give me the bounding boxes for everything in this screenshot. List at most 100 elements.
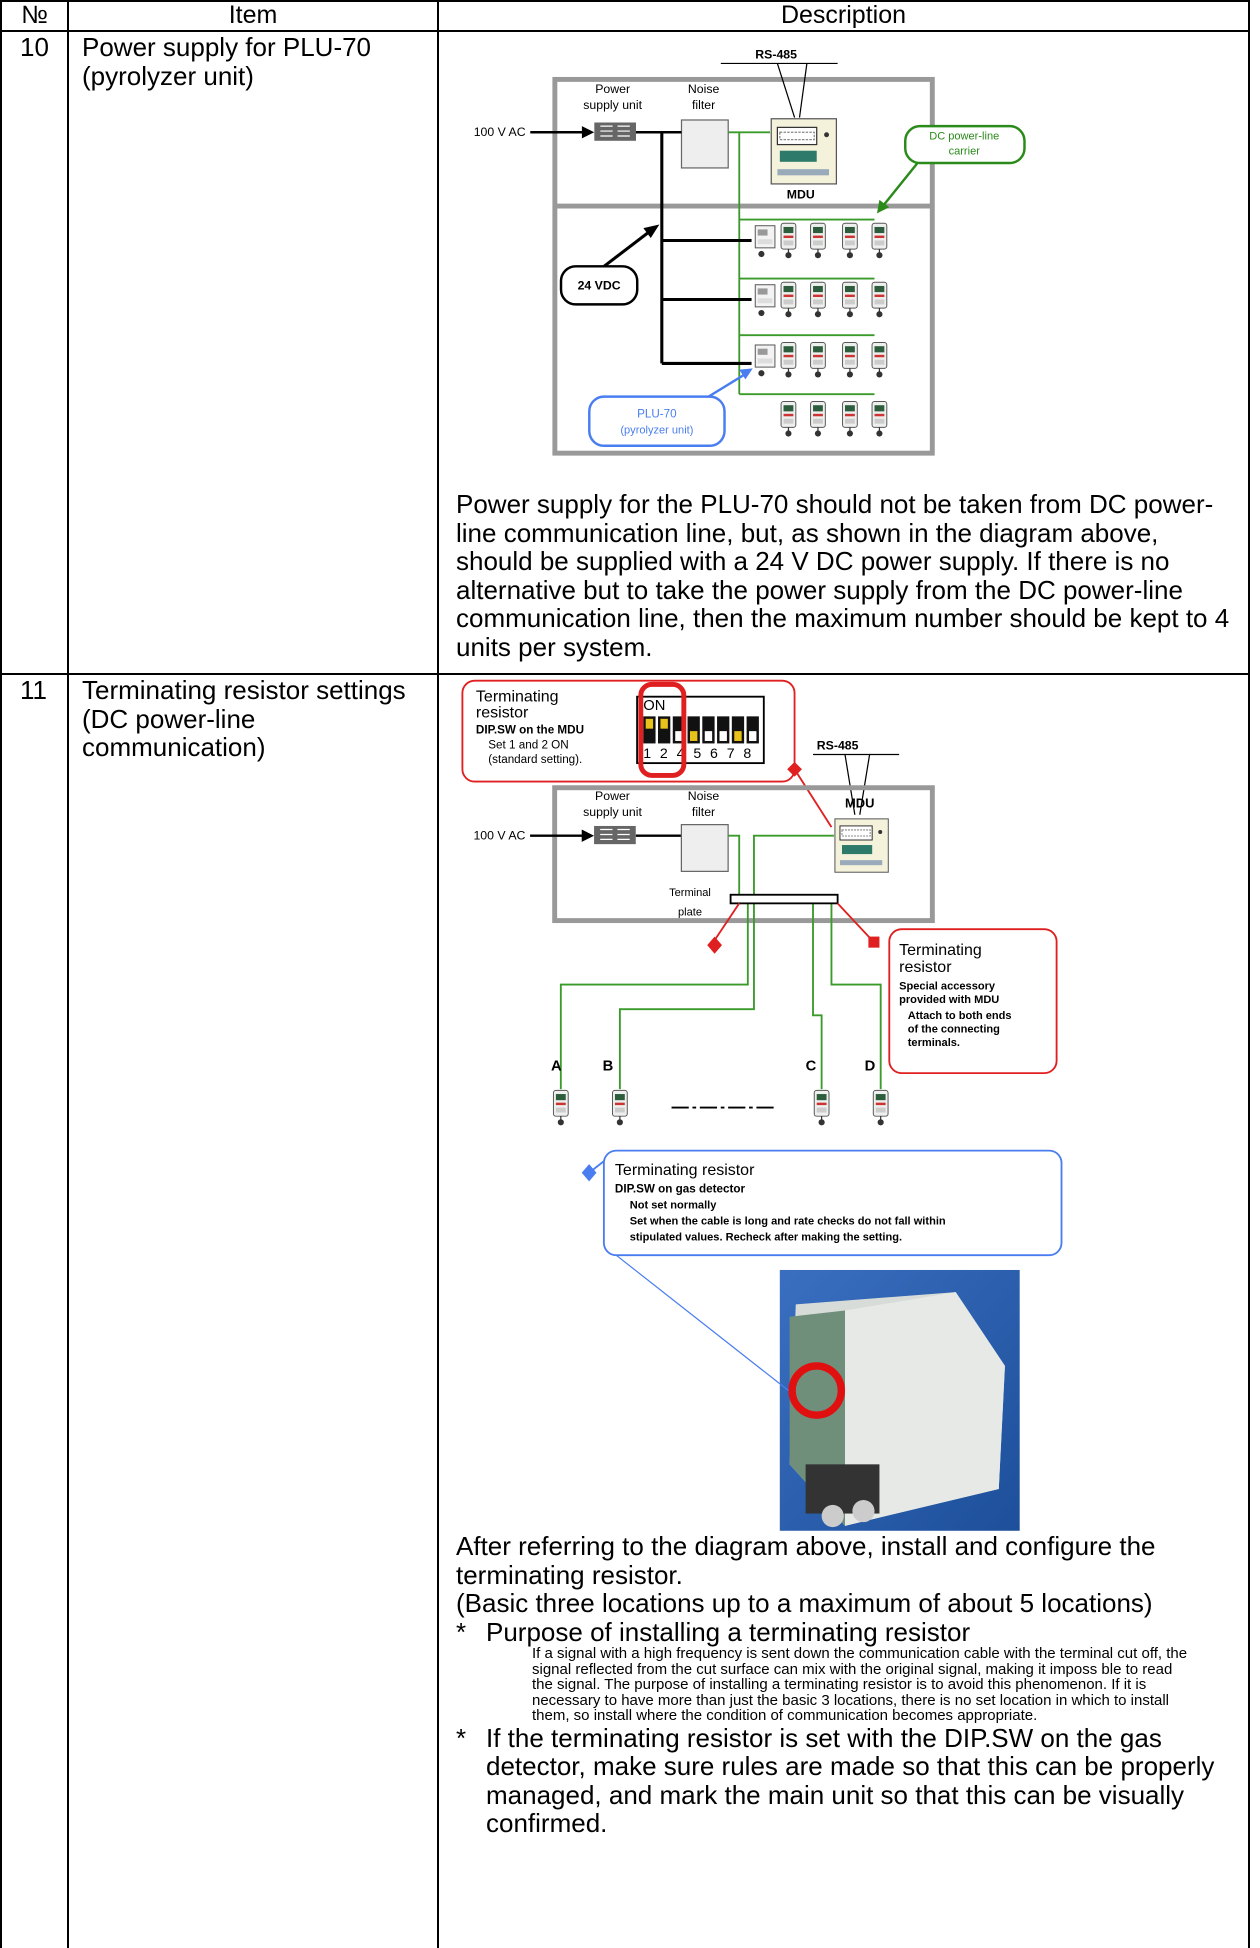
arrowhead	[876, 199, 890, 214]
rs485-cable	[720, 62, 838, 118]
bullet: * Purpose of installing a terminating re…	[456, 1616, 1236, 1724]
label: Noise	[688, 82, 720, 96]
label: C	[806, 1059, 817, 1075]
green-wiring	[728, 131, 875, 396]
mdu-icon	[770, 118, 838, 185]
detector-icon	[841, 281, 858, 318]
item-line: Power supply for PLU-70	[82, 32, 372, 62]
label: MDU	[845, 795, 874, 810]
label: Terminating resistor	[615, 1162, 755, 1179]
detector-icon	[809, 222, 826, 259]
border	[0, 0, 2, 1948]
label: D	[865, 1059, 876, 1075]
label: Power	[595, 82, 630, 96]
detector-icon	[871, 400, 888, 438]
bullet-heading: If the terminating resistor is set with …	[486, 1722, 1215, 1839]
plu-icon	[754, 284, 776, 317]
label: provided with MDU	[899, 994, 999, 1006]
paragraph: After referring to the diagram above, in…	[456, 1531, 1156, 1590]
detector-icon	[872, 1089, 889, 1127]
highlight	[638, 681, 687, 778]
label: DIP.SW on gas detector	[615, 1182, 746, 1195]
item-line: communication)	[82, 732, 266, 762]
detector-icon	[841, 341, 858, 379]
label: 24 VDC	[578, 279, 621, 293]
label: Terminal	[669, 887, 711, 899]
detector-icon	[809, 341, 826, 379]
label: Power	[595, 789, 630, 803]
detector-icon	[871, 222, 888, 259]
bullet-heading: Purpose of installing a terminating resi…	[486, 1616, 971, 1647]
photo	[779, 1269, 1020, 1531]
label: Set when the cable is long and rate chec…	[630, 1215, 946, 1227]
power-diagram: RS-485 Power supply unit Noise filter 10…	[474, 48, 1026, 456]
border	[0, 30, 1250, 32]
label: ON	[643, 698, 665, 714]
label: Not set normally	[630, 1199, 718, 1211]
detector-icon	[841, 400, 858, 438]
label: RS-485	[817, 739, 859, 753]
label: stipulated values. Recheck after making …	[630, 1231, 902, 1243]
detector-icon	[780, 400, 797, 438]
row-number: 10	[20, 32, 49, 62]
item: Power supply for PLU-70 (pyrolyzer unit)	[82, 33, 371, 90]
border	[0, 673, 1250, 675]
item-line: (DC power-line	[82, 703, 256, 734]
black-wiring	[660, 132, 752, 365]
callout	[904, 124, 1026, 165]
label: Terminating	[476, 689, 559, 706]
callout-pointer	[603, 229, 652, 268]
callout-pointer	[707, 372, 748, 398]
label: Terminating	[899, 942, 982, 959]
label: Set 1 and 2 ON	[488, 738, 568, 751]
label: DC power-line	[929, 131, 999, 143]
rs485-cable	[813, 753, 900, 815]
detector-icon	[552, 1089, 569, 1127]
border	[67, 0, 69, 1948]
label: MDU	[787, 188, 815, 202]
resistor-lead	[836, 902, 873, 941]
detectors	[754, 222, 888, 438]
label: RS-485	[755, 48, 797, 62]
label: carrier	[949, 145, 981, 157]
item: Terminating resistor settings (DC power-…	[82, 676, 406, 762]
detector-icon	[841, 222, 858, 259]
label: PLU-70	[637, 408, 677, 421]
detector-icon	[809, 281, 826, 318]
noise-filter-box	[680, 824, 729, 872]
label: resistor	[899, 959, 952, 976]
label: supply unit	[583, 98, 642, 112]
green-wiring	[559, 834, 882, 1090]
resistor-diagram: Terminating resistor DIP.SW on the MDU S…	[461, 679, 1063, 1531]
label: supply unit	[583, 805, 642, 819]
description: After referring to the diagram above, in…	[456, 1532, 1236, 1838]
label: Noise	[688, 789, 720, 803]
bullet-marker: *	[456, 1616, 467, 1647]
detector-icon	[871, 281, 888, 318]
border	[437, 0, 439, 1948]
callout	[559, 265, 639, 306]
header-cell: Description	[780, 1, 907, 29]
enclosure	[552, 785, 935, 924]
item-line: Terminating resistor settings	[82, 675, 406, 705]
item-line: (pyrolyzer unit)	[82, 60, 254, 91]
plu-icon	[754, 344, 776, 377]
label: Special accessory	[899, 980, 996, 992]
callout-pointer	[615, 1254, 789, 1392]
arrowhead	[581, 829, 595, 842]
mdu-icon	[834, 818, 889, 873]
marker	[868, 936, 880, 948]
callout-pointer	[793, 768, 833, 828]
plu-icon	[754, 225, 776, 258]
label: terminals.	[908, 1037, 960, 1049]
arrowhead	[643, 224, 660, 239]
power-supply-icon	[594, 122, 636, 141]
detector-icon	[780, 281, 797, 318]
row-number: 11	[20, 675, 47, 705]
detector-icon	[813, 1089, 830, 1127]
enclosure	[552, 76, 935, 456]
callout	[588, 395, 726, 448]
border	[0, 0, 1250, 2]
paragraph: (Basic three locations up to a maximum o…	[456, 1588, 1153, 1618]
